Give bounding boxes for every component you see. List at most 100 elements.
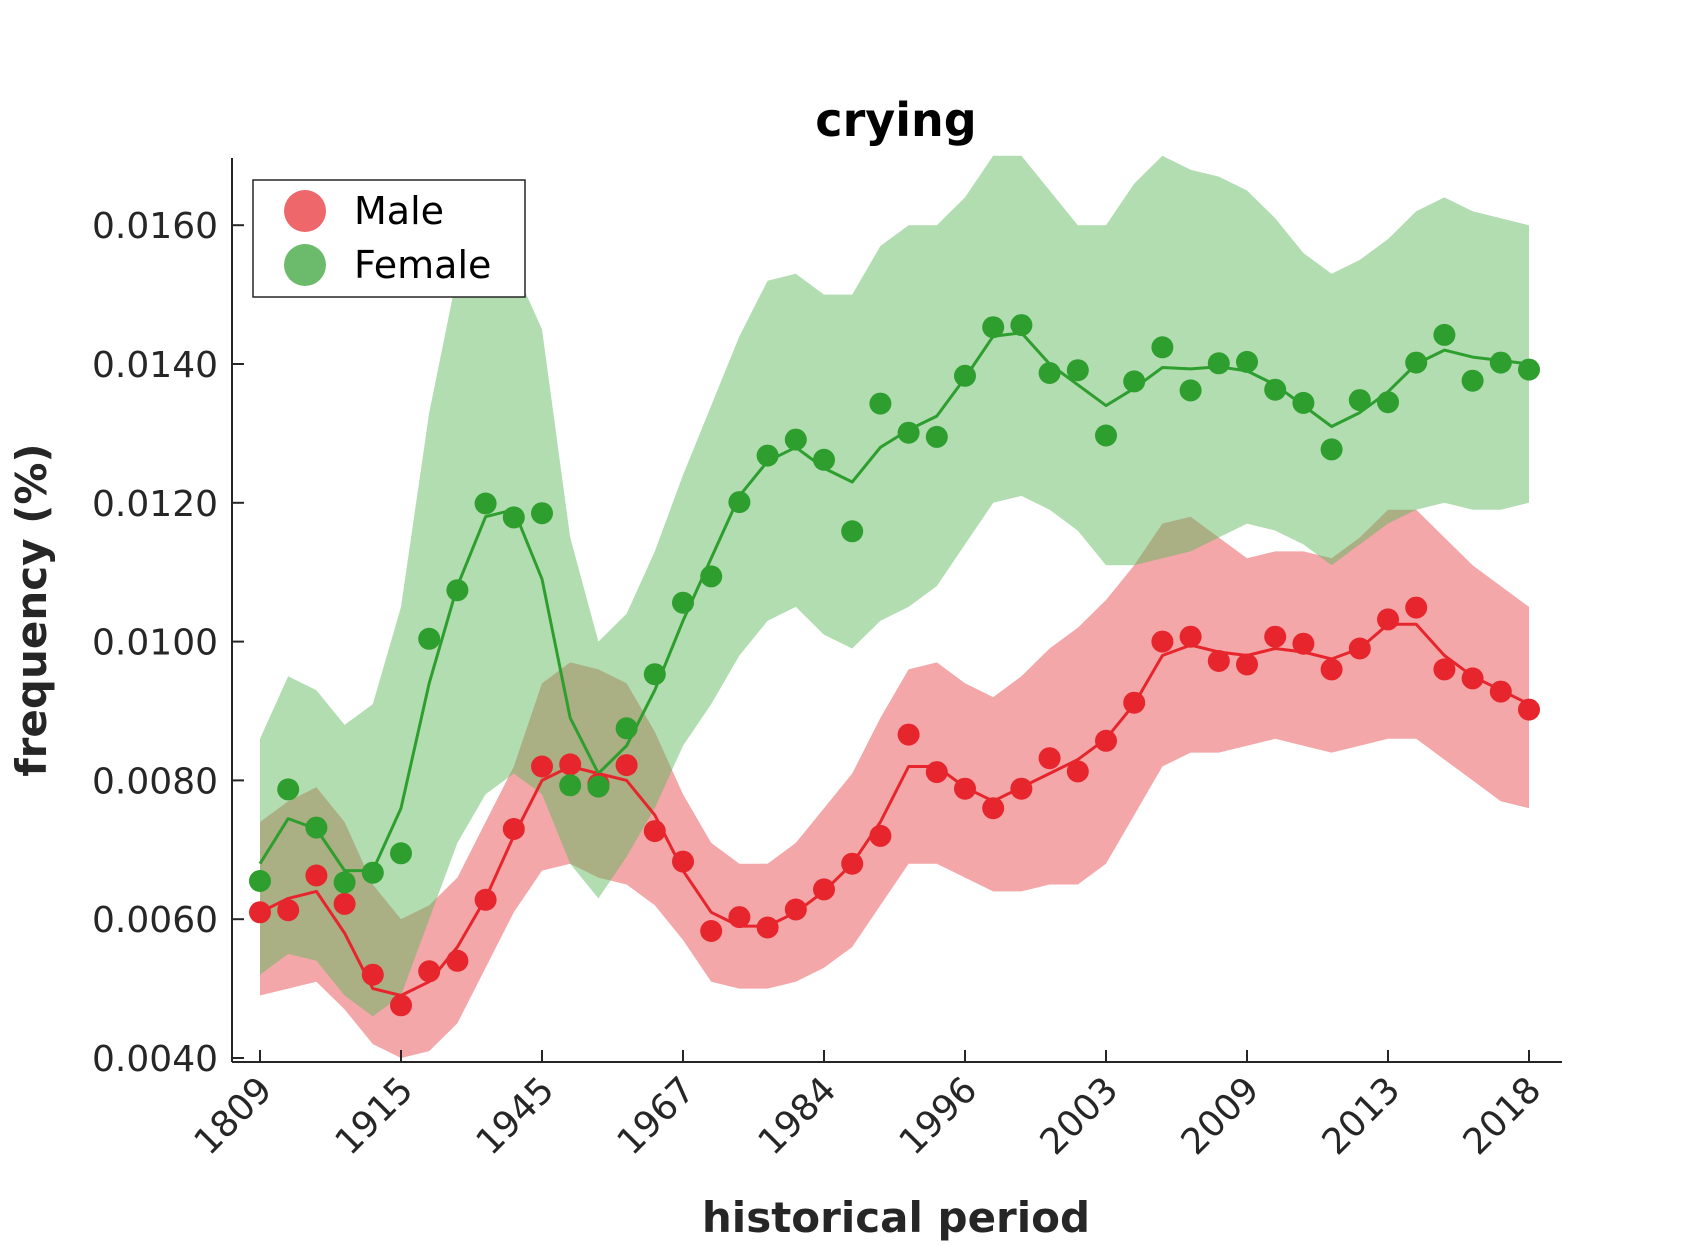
point-male [1010,777,1033,800]
point-female [305,816,328,839]
x-tick-label: 2018 [1456,1069,1550,1163]
point-female [559,774,582,797]
point-female [474,492,497,515]
point-female [1264,378,1287,401]
point-female [418,627,441,650]
point-female [390,842,412,865]
chart-title: crying [815,93,976,147]
point-male [1489,680,1512,703]
x-tick-label: 1967 [610,1069,704,1163]
point-male [1348,637,1371,660]
x-tick-label: 1984 [751,1069,845,1163]
point-female [1405,351,1428,374]
point-female [1151,336,1174,359]
point-male [869,824,892,847]
point-female [361,861,384,884]
point-male [813,878,835,901]
point-female [1489,351,1512,374]
point-male [954,777,976,800]
y-tick-label: 0.0060 [92,900,218,941]
point-male [474,888,497,911]
y-tick-label: 0.0160 [92,206,218,247]
legend: Male Female [252,179,526,298]
point-female [1123,370,1146,393]
point-male [756,916,779,939]
point-male [1151,630,1174,653]
point-male [1207,650,1230,672]
point-male [897,723,920,746]
point-male [390,994,412,1017]
legend-label-male: Male [354,189,444,233]
point-female [925,425,948,448]
point-female [1038,362,1061,384]
x-tick-label: 2013 [1315,1069,1409,1163]
point-female [1433,323,1456,346]
point-male [559,753,582,776]
x-tick-label: 2003 [1033,1069,1127,1163]
point-male [333,892,356,915]
x-tick-label: 1809 [187,1069,281,1163]
point-female [728,491,751,514]
y-tick-label: 0.0080 [92,761,218,802]
point-female [869,392,892,415]
point-male [1123,691,1146,714]
point-male [1320,658,1343,681]
x-tick-label: 1945 [469,1069,563,1163]
point-male [1405,596,1428,619]
point-male [700,920,723,942]
data-points [249,314,1540,1017]
point-male [305,864,328,887]
point-male [277,899,300,922]
point-male [1292,632,1315,655]
point-female [502,506,525,529]
point-male [643,820,666,843]
point-female [1377,391,1399,414]
point-female [446,579,469,602]
legend-swatch-male [284,190,326,232]
x-tick-label: 1996 [892,1069,986,1163]
point-male [1038,747,1061,770]
y-tick-label: 0.0100 [92,623,218,664]
point-female [813,448,835,471]
point-male [531,755,553,778]
point-male [1518,698,1540,721]
point-male [1236,653,1258,676]
x-axis-title: historical period [702,1193,1090,1242]
point-male [1179,625,1202,648]
point-male [615,754,638,777]
point-female [615,717,638,740]
trend-lines [258,331,1530,997]
point-female [333,871,356,894]
point-female [1095,424,1117,447]
x-tick-label: 2009 [1174,1069,1268,1163]
point-male [728,906,751,929]
point-female [982,316,1005,339]
point-female [1236,350,1258,373]
point-male [1264,625,1287,648]
point-male [1461,667,1484,690]
legend-swatch-female [284,244,326,286]
point-female [1518,358,1540,381]
point-female [954,364,976,387]
point-female [1179,379,1202,402]
y-tick-label: 0.0120 [92,484,218,525]
point-male [672,850,694,873]
point-female [249,870,271,892]
point-female [841,520,864,543]
point-female [672,591,694,614]
point-female [1207,352,1230,375]
x-tick-label: 1915 [328,1069,422,1163]
point-female [643,663,666,686]
point-male [249,901,271,924]
point-male [784,898,807,921]
point-female [1010,314,1033,337]
point-female [277,778,300,801]
line-male [259,622,1530,997]
point-male [925,761,948,784]
point-female [1348,389,1371,412]
point-female [756,444,779,467]
point-male [1066,760,1089,783]
point-female [531,502,553,525]
point-male [1433,658,1456,681]
